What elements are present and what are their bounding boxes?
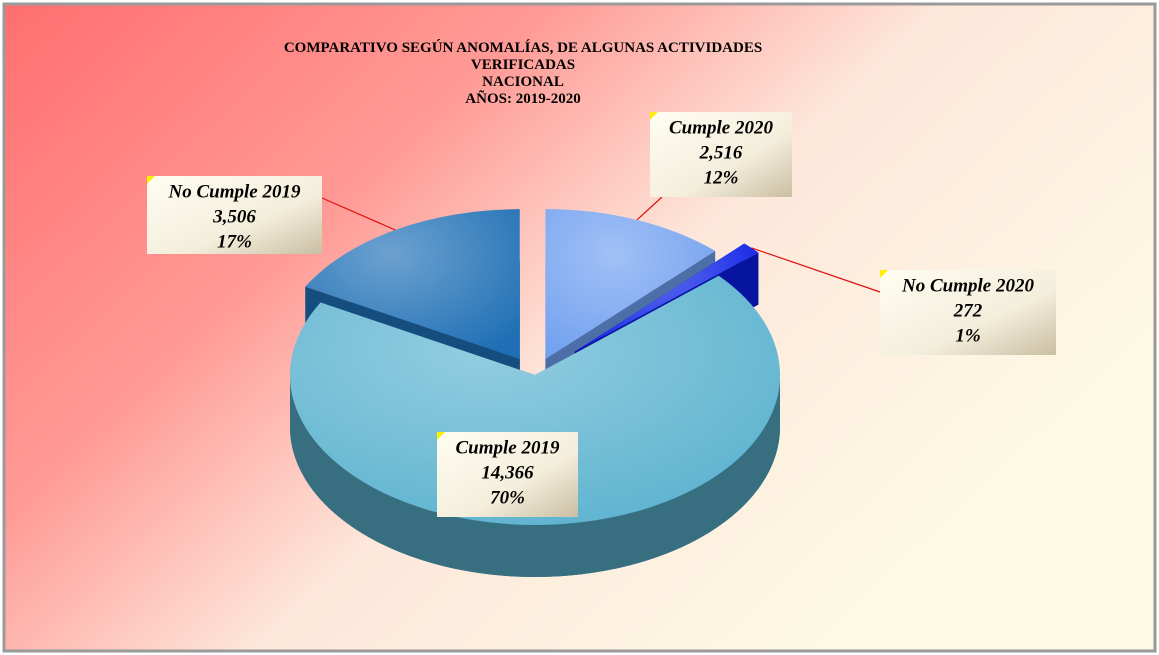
slice-shine: [290, 275, 780, 525]
label-percent: 12%: [704, 167, 739, 188]
label-value: 3,506: [212, 206, 256, 227]
label-box: [147, 176, 322, 254]
label-name: Cumple 2019: [456, 437, 560, 458]
leader-line: [321, 197, 396, 231]
label-corner: [437, 432, 445, 440]
label-name: No Cumple 2019: [168, 181, 301, 202]
label-percent: 70%: [490, 487, 525, 508]
label-percent: 1%: [955, 325, 980, 346]
label-name: No Cumple 2020: [901, 275, 1034, 296]
label-corner: [880, 270, 888, 278]
leader-line: [636, 196, 663, 221]
title: COMPARATIVO SEGÚN ANOMALÍAS, DE ALGUNAS …: [284, 39, 762, 107]
labels: Cumple 2020 2,516 12% No Cumple 2020 272 1% Cu…: [147, 112, 1056, 517]
label-value: 2,516: [699, 142, 743, 163]
chart-title: NACIONAL: [482, 74, 564, 90]
label-percent: 17%: [217, 231, 252, 252]
label-box: [880, 270, 1056, 355]
label-corner: [147, 176, 155, 184]
label-box: [650, 112, 792, 197]
slice-side: [290, 375, 780, 577]
slice-shine: [545, 209, 716, 360]
chart-title: COMPARATIVO SEGÚN ANOMALÍAS, DE ALGUNAS …: [284, 39, 762, 56]
label-box: [437, 432, 578, 517]
chart-title: AÑOS: 2019-2020: [465, 89, 580, 107]
slice-side-shade: [290, 375, 780, 577]
pie: [290, 209, 780, 578]
chart-title: VERIFICADAS: [471, 57, 575, 73]
label-corner: [650, 112, 658, 120]
slice-shine: [305, 209, 520, 360]
leader-line: [751, 247, 881, 293]
label-name: Cumple 2020: [669, 117, 773, 138]
label-value: 14,366: [481, 462, 534, 483]
label-value: 272: [953, 300, 983, 321]
slice-shine: [574, 243, 759, 352]
